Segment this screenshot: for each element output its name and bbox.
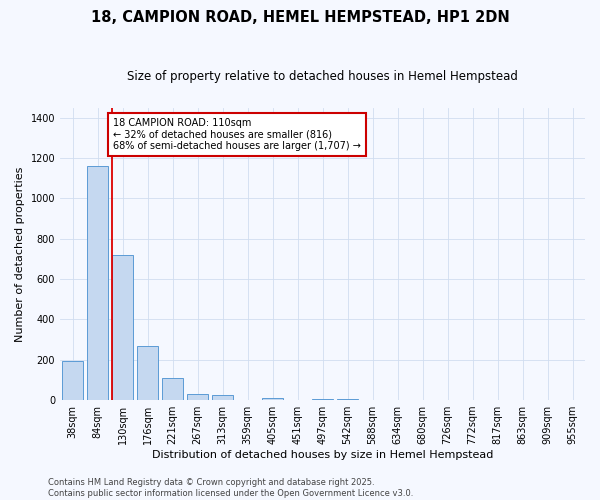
Text: Contains HM Land Registry data © Crown copyright and database right 2025.
Contai: Contains HM Land Registry data © Crown c…: [48, 478, 413, 498]
Text: 18 CAMPION ROAD: 110sqm
← 32% of detached houses are smaller (816)
68% of semi-d: 18 CAMPION ROAD: 110sqm ← 32% of detache…: [113, 118, 361, 151]
Bar: [62, 361, 83, 400]
Bar: [187, 394, 208, 400]
Bar: [162, 378, 183, 400]
Y-axis label: Number of detached properties: Number of detached properties: [15, 166, 25, 342]
Bar: [312, 399, 333, 400]
Text: 18, CAMPION ROAD, HEMEL HEMPSTEAD, HP1 2DN: 18, CAMPION ROAD, HEMEL HEMPSTEAD, HP1 2…: [91, 10, 509, 25]
Bar: [112, 255, 133, 400]
X-axis label: Distribution of detached houses by size in Hemel Hempstead: Distribution of detached houses by size …: [152, 450, 493, 460]
Bar: [212, 394, 233, 400]
Bar: [262, 398, 283, 400]
Title: Size of property relative to detached houses in Hemel Hempstead: Size of property relative to detached ho…: [127, 70, 518, 83]
Bar: [137, 346, 158, 400]
Bar: [87, 166, 108, 400]
